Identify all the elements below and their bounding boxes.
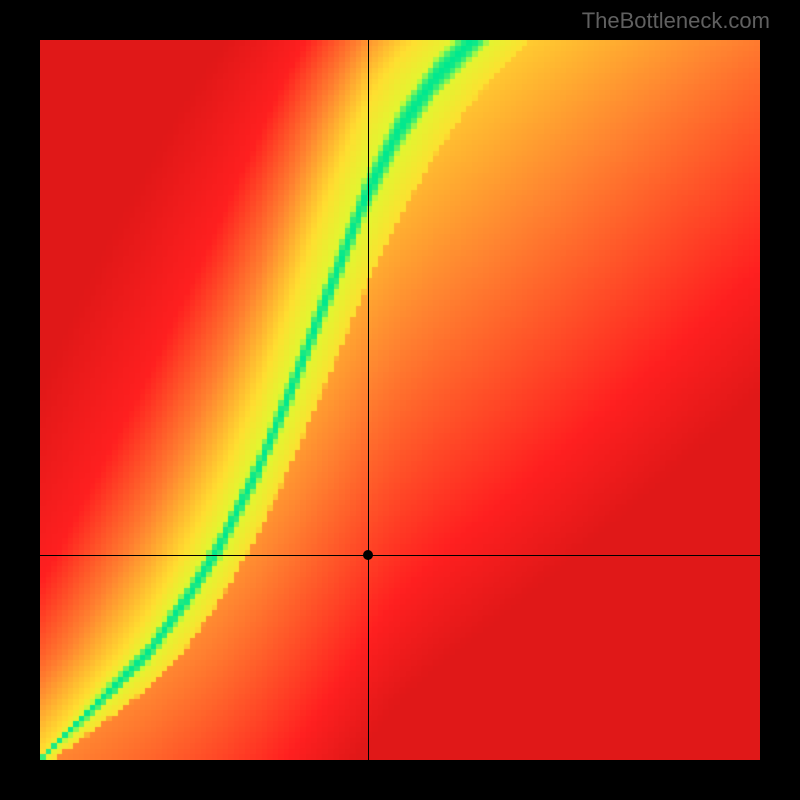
watermark-text: TheBottleneck.com	[582, 8, 770, 34]
heatmap-canvas	[40, 40, 760, 760]
heatmap-plot	[40, 40, 760, 760]
crosshair-vertical	[368, 40, 369, 760]
crosshair-dot	[363, 550, 373, 560]
crosshair-horizontal	[40, 555, 760, 556]
